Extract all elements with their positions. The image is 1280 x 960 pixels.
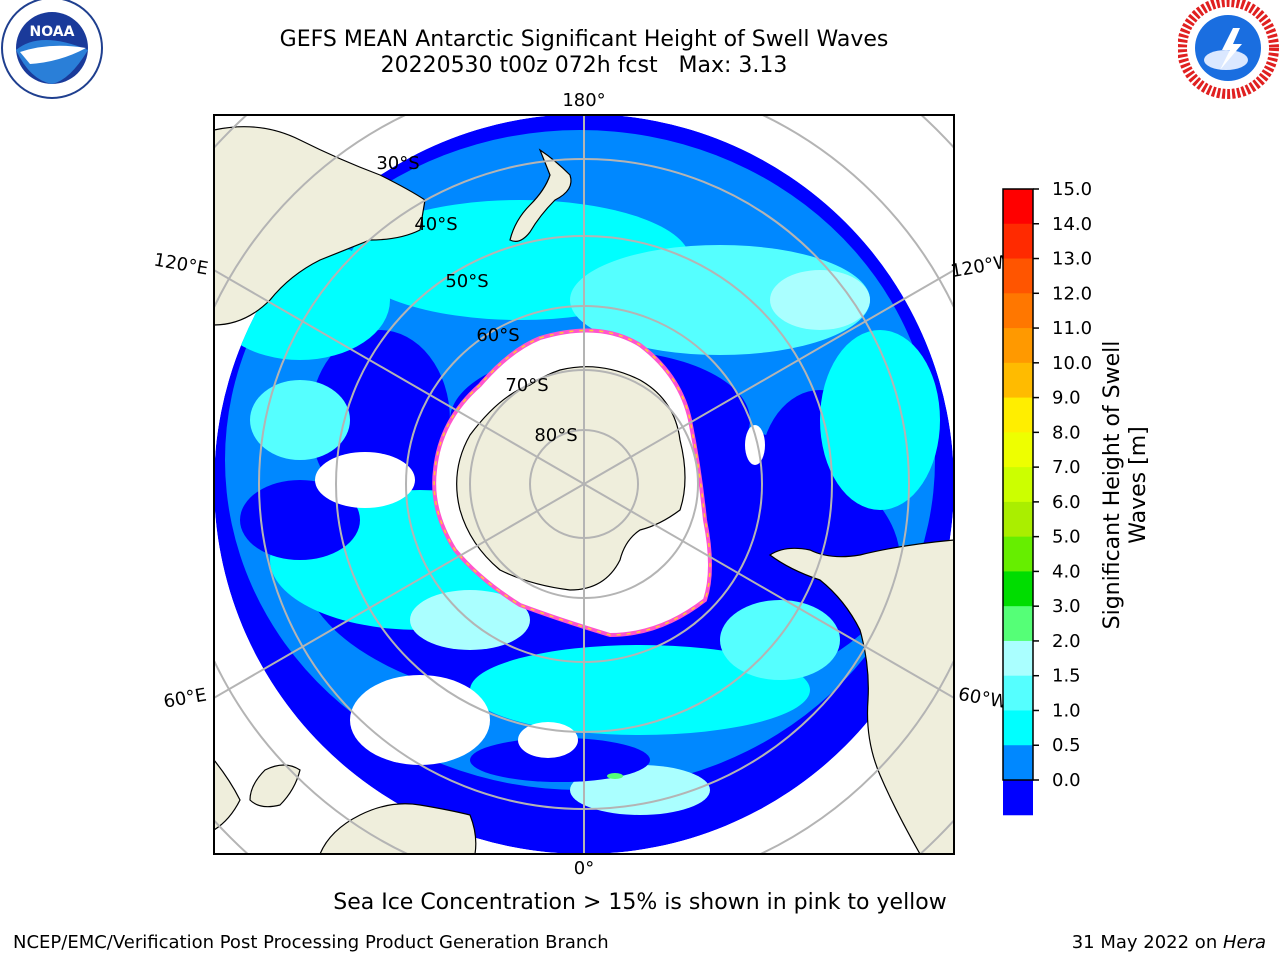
graticule (214, 115, 954, 854)
colorbar-tick-label: 6.0 (1052, 492, 1081, 513)
colorbar-swatch (1003, 675, 1033, 711)
colorbar-tick-label: 7.0 (1052, 457, 1081, 478)
colorbar-swatch (1003, 189, 1033, 225)
colorbar-swatch (1003, 571, 1033, 607)
colorbar-tick-label: 15.0 (1052, 179, 1092, 200)
colorbar-tick-label: 9.0 (1052, 388, 1081, 409)
nws-logo (1178, 0, 1279, 99)
colorbar-swatch (1003, 640, 1033, 677)
sea-ice-caption: Sea Ice Concentration > 15% is shown in … (333, 890, 947, 915)
colorbar-tick-label: 5.0 (1052, 527, 1081, 548)
colorbar-tick-label: 2.0 (1052, 631, 1081, 652)
colorbar-tick-label: 3.0 (1052, 596, 1081, 617)
colorbar-swatch (1003, 293, 1033, 329)
lat-label-40s: 40°S (414, 214, 457, 235)
lat-label-80s: 80°S (534, 425, 577, 446)
footer-date-text: 31 May 2022 on (1071, 932, 1223, 953)
lat-label-30s: 30°S (376, 153, 419, 174)
south-america (768, 539, 954, 854)
map-frame (213, 114, 955, 855)
africa (319, 803, 477, 854)
lat-label-60s: 60°S (476, 325, 519, 346)
colorbar-swatch (1003, 362, 1033, 399)
colorbar-tick-label: 14.0 (1052, 214, 1092, 235)
colorbar-swatch (1003, 710, 1033, 746)
lat-label-70s: 70°S (505, 375, 548, 396)
madagascar (249, 764, 301, 808)
australia (214, 126, 426, 326)
colorbar-tick-label: 12.0 (1052, 283, 1092, 304)
colorbar-swatch (1003, 258, 1033, 294)
noaa-logo-text: NOAA (30, 24, 75, 40)
lon-label-0: 0° (574, 858, 594, 879)
colorbar-swatch (1003, 432, 1033, 468)
new-zealand (509, 148, 572, 242)
colorbar-tick-label: 4.0 (1052, 561, 1081, 582)
colorbar-swatch (1003, 467, 1033, 503)
lat-label-50s: 50°S (445, 271, 488, 292)
colorbar-swatch (1003, 780, 1033, 816)
colorbar-tick-label: 11.0 (1052, 318, 1092, 339)
colorbar-tick-label: 1.5 (1052, 666, 1081, 687)
colorbar-swatch (1003, 745, 1033, 781)
colorbar-frame (1002, 188, 1034, 781)
footer-host: Hera (1222, 932, 1266, 953)
colorbar-title-line2: Waves [m] (1126, 426, 1151, 544)
colorbar-tick-label: 1.0 (1052, 700, 1081, 721)
colorbar-swatch (1003, 328, 1033, 364)
figure-subtitle: 20220530 t00z 072h fcst Max: 3.13 (380, 53, 788, 78)
colorbar-title-line1: Significant Height of Swell (1100, 340, 1125, 630)
noaa-logo: NOAA (1, 0, 103, 99)
colorbar-tick-label: 13.0 (1052, 249, 1092, 270)
colorbar-tick-label: 10.0 (1052, 353, 1092, 374)
colorbar-tick-label: 8.0 (1052, 422, 1081, 443)
colorbar-swatch (1003, 397, 1033, 433)
colorbar-swatch (1003, 606, 1033, 642)
colorbar-tick-label: 0.5 (1052, 735, 1081, 756)
antarctica (456, 366, 686, 591)
lon-label-180: 180° (562, 90, 605, 111)
figure-title: GEFS MEAN Antarctic Significant Height o… (279, 27, 889, 52)
colorbar-swatch (1003, 223, 1033, 260)
colorbar-swatch (1003, 501, 1033, 538)
footer-date: 31 May 2022 on Hera (1072, 932, 1266, 953)
colorbar-swatch (1003, 536, 1033, 572)
colorbar-tick-label: 0.0 (1052, 770, 1081, 791)
footer-branch: NCEP/EMC/Verification Post Processing Pr… (13, 932, 609, 953)
